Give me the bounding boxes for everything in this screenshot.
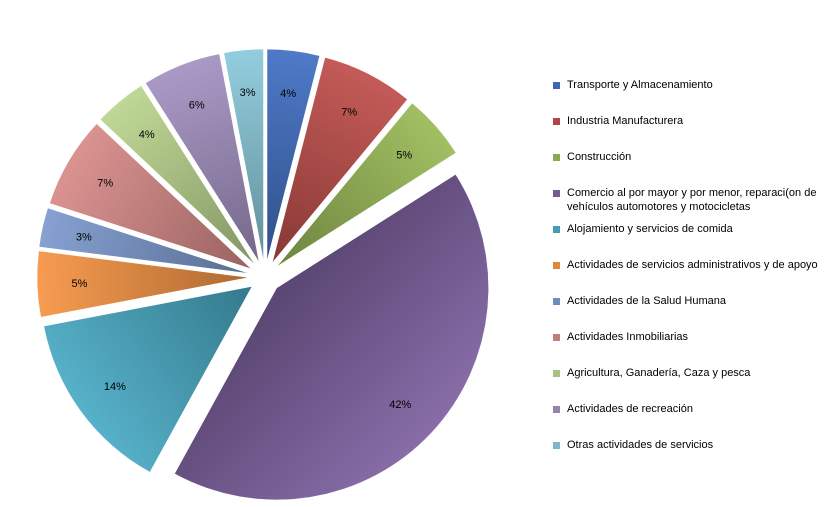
slice-data-label: 42%: [389, 399, 411, 411]
legend-label: Alojamiento y servicios de comida: [567, 223, 733, 235]
legend-item-actividades-de-la-salud-humana: Actividades de la Salud Humana: [553, 294, 821, 308]
slice-data-label: 4%: [139, 129, 155, 141]
slice-data-label: 7%: [97, 178, 113, 190]
legend-item-transporte-y-almacenamiento: Transporte y Almacenamiento: [553, 78, 821, 92]
legend-swatch: [553, 262, 560, 269]
legend-item-actividades-inmobiliarias: Actividades Inmobiliarias: [553, 330, 821, 344]
legend-label: Comercio al por mayor y por menor, repar…: [567, 187, 817, 213]
pie-slice-agricultura-ganaderia-caza-y-pesca: [99, 85, 256, 265]
legend-item-actividades-de-servicios-administrativos: Actividades de servicios administrativos…: [553, 258, 821, 272]
slice-data-label: 6%: [189, 99, 205, 111]
legend-item-agricultura-ganaderia-caza-y-pesca: Agricultura, Ganadería, Caza y pesca: [553, 366, 821, 380]
pie-slice-industria-manufacturera: [272, 57, 408, 263]
legend-item-industria-manufacturera: Industria Manufacturera: [553, 114, 821, 128]
pie-slices: [36, 48, 489, 501]
legend-item-construccion: Construcción: [553, 150, 821, 164]
legend-swatch: [553, 226, 560, 233]
legend-swatch: [553, 82, 560, 89]
pie-slice-transporte-y-almacenamiento: [266, 48, 321, 262]
pie-slice-otras-actividades-de-servicios: [223, 48, 264, 262]
slice-data-label: 7%: [341, 107, 357, 119]
pie-slice-actividades-de-servicios-administrativos: [36, 250, 250, 318]
legend-swatch: [553, 154, 560, 161]
legend-item-comercio-al-por-mayor-y-por-menor-repara: Comercio al por mayor y por menor, repar…: [553, 186, 821, 214]
pie-slice-construccion: [276, 102, 457, 267]
legend-label: Construcción: [567, 151, 632, 163]
legend-item-otras-actividades-de-servicios: Otras actividades de servicios: [553, 438, 821, 452]
legend-swatch: [553, 370, 560, 377]
legend-item-alojamiento-y-servicios-de-comida: Alojamiento y servicios de comida: [553, 222, 821, 236]
legend-swatch: [553, 118, 560, 125]
legend-swatch: [553, 406, 560, 413]
legend-label: Actividades de servicios administrativos…: [567, 259, 818, 271]
legend-swatch: [553, 442, 560, 449]
pie-slice-actividades-de-la-salud-humana: [38, 207, 250, 274]
slice-data-label: 3%: [76, 232, 92, 244]
slice-data-label: 5%: [396, 149, 412, 161]
legend-label: Actividades de recreación: [567, 403, 693, 415]
legend-label: Actividades de la Salud Humana: [567, 295, 726, 307]
legend-label: Otras actividades de servicios: [567, 439, 714, 451]
legend-label: Agricultura, Ganadería, Caza y pesca: [567, 367, 751, 379]
pie-data-labels: 4% 7% 5% 42% 14% 5% 3% 7% 4% 6% 3%: [72, 87, 413, 411]
slice-data-label: 4%: [280, 88, 296, 100]
legend-label: Industria Manufacturera: [567, 115, 684, 127]
pie-slice-actividades-inmobiliarias: [49, 123, 252, 270]
legend-label: Actividades Inmobiliarias: [567, 331, 689, 343]
legend-item-actividades-de-recreacion: Actividades de recreación: [553, 402, 821, 416]
legend-swatch: [553, 298, 560, 305]
slice-data-label: 5%: [72, 278, 88, 290]
slice-data-label: 14%: [104, 381, 126, 393]
pie-slice-actividades-de-recreacion: [145, 53, 260, 263]
pie-slice-alojamiento-y-servicios-de-comida: [43, 286, 253, 473]
pie-slice-comercio-al-por-mayor-y-por-menor-repara: [174, 174, 489, 501]
legend-swatch: [553, 334, 560, 341]
legend-swatch: [553, 190, 560, 197]
legend-label: Transporte y Almacenamiento: [567, 79, 713, 91]
slice-data-label: 3%: [240, 87, 256, 99]
